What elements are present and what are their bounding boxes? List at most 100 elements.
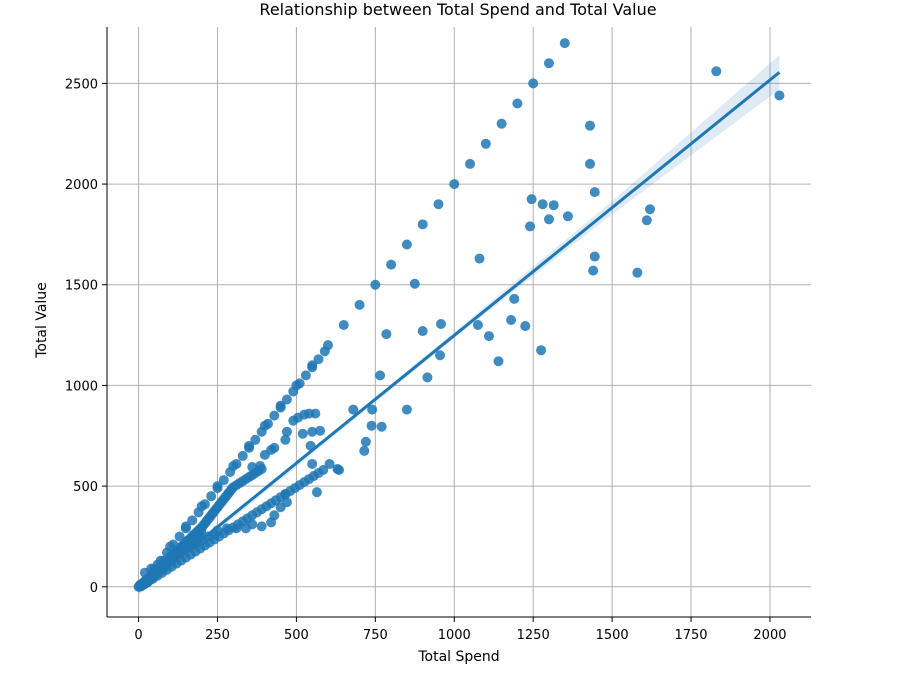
- data-point: [355, 300, 365, 310]
- data-point: [527, 194, 537, 204]
- data-point: [260, 450, 270, 460]
- data-point: [312, 487, 322, 497]
- x-tick-label: 1750: [674, 628, 707, 643]
- data-point: [402, 405, 412, 415]
- data-point: [288, 416, 298, 426]
- data-point: [175, 531, 185, 541]
- data-point: [375, 370, 385, 380]
- data-point: [206, 491, 216, 501]
- y-tick-label: 0: [90, 581, 98, 596]
- data-point: [367, 421, 377, 431]
- data-point: [325, 459, 335, 469]
- data-point: [212, 481, 222, 491]
- y-tick-label: 2500: [65, 77, 98, 92]
- y-tick-label: 500: [73, 480, 98, 495]
- data-point: [386, 260, 396, 270]
- data-point: [433, 199, 443, 209]
- data-point: [370, 280, 380, 290]
- data-point: [361, 437, 371, 447]
- data-point: [525, 221, 535, 231]
- data-point: [418, 219, 428, 229]
- data-point: [418, 326, 428, 336]
- data-point: [276, 502, 286, 512]
- data-point: [381, 329, 391, 339]
- data-point: [241, 523, 251, 533]
- x-tick-label: 0: [134, 628, 142, 643]
- y-tick-label: 2000: [65, 178, 98, 193]
- regression-line-layer: [139, 72, 780, 591]
- x-tick-label: 2000: [753, 628, 786, 643]
- data-point: [711, 66, 721, 76]
- data-point: [301, 370, 311, 380]
- data-point: [260, 421, 270, 431]
- data-point: [334, 465, 344, 475]
- data-point: [140, 568, 150, 578]
- data-point: [291, 380, 301, 390]
- data-point: [484, 331, 494, 341]
- data-point: [585, 121, 595, 131]
- data-point: [497, 119, 507, 129]
- y-tick-label: 1000: [65, 379, 98, 394]
- x-axis-label: Total Spend: [417, 649, 499, 665]
- data-point: [493, 356, 503, 366]
- data-point: [359, 446, 369, 456]
- data-point: [544, 58, 554, 68]
- data-point: [222, 523, 232, 533]
- data-point: [231, 523, 241, 533]
- data-point: [422, 372, 432, 382]
- regression-line: [139, 72, 780, 591]
- data-point: [228, 461, 238, 471]
- points-layer: [134, 38, 785, 592]
- data-point: [449, 179, 459, 189]
- data-point: [538, 199, 548, 209]
- data-point: [402, 239, 412, 249]
- chart-title: Relationship between Total Spend and Tot…: [259, 0, 656, 19]
- data-point: [520, 321, 530, 331]
- data-point: [323, 340, 333, 350]
- data-point: [307, 459, 317, 469]
- data-point: [197, 501, 207, 511]
- data-point: [181, 521, 191, 531]
- data-point: [528, 78, 538, 88]
- x-tick-label: 1250: [517, 628, 550, 643]
- data-point: [257, 521, 267, 531]
- data-point: [410, 279, 420, 289]
- y-axis-label: Total Value: [34, 282, 50, 359]
- data-point: [590, 252, 600, 262]
- data-point: [512, 99, 522, 109]
- data-point: [339, 320, 349, 330]
- data-point: [475, 254, 485, 264]
- data-point: [563, 211, 573, 221]
- data-point: [645, 204, 655, 214]
- y-tick-label: 1500: [65, 279, 98, 294]
- data-point: [481, 139, 491, 149]
- data-point: [588, 266, 598, 276]
- data-point: [632, 268, 642, 278]
- data-point: [590, 187, 600, 197]
- data-point: [544, 214, 554, 224]
- data-point: [247, 462, 257, 472]
- data-point: [585, 159, 595, 169]
- x-tick-label: 1000: [438, 628, 471, 643]
- data-point: [642, 215, 652, 225]
- data-point: [280, 435, 290, 445]
- data-point: [436, 319, 446, 329]
- data-point: [307, 427, 317, 437]
- data-point: [560, 38, 570, 48]
- data-point: [276, 401, 286, 411]
- data-point: [238, 451, 248, 461]
- data-point: [536, 345, 546, 355]
- x-tick-label: 500: [284, 628, 309, 643]
- x-tick-label: 1500: [596, 628, 629, 643]
- x-tick-label: 750: [363, 628, 388, 643]
- data-point: [266, 517, 276, 527]
- data-point: [377, 422, 387, 432]
- data-point: [509, 294, 519, 304]
- data-point: [298, 429, 308, 439]
- data-point: [244, 441, 254, 451]
- data-point: [549, 200, 559, 210]
- x-tick-label: 250: [205, 628, 230, 643]
- data-point: [506, 315, 516, 325]
- data-point: [435, 350, 445, 360]
